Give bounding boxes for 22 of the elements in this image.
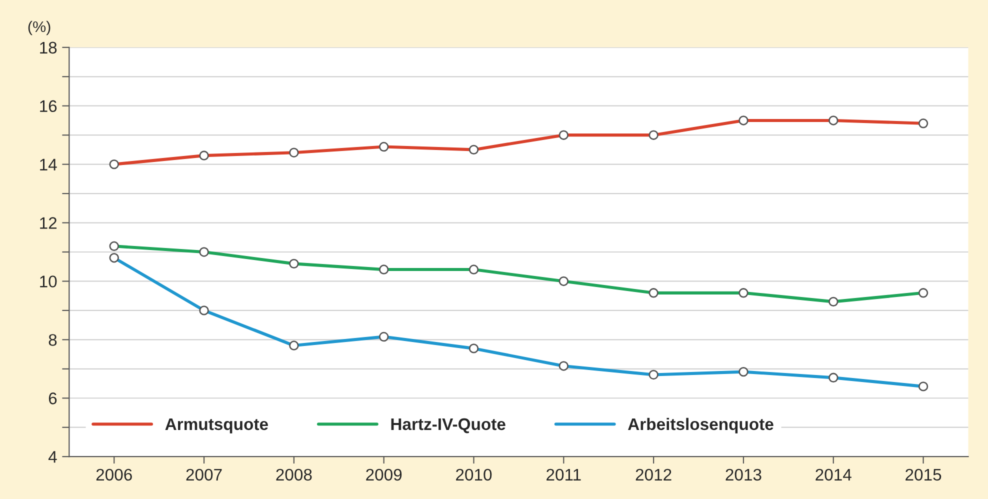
x-tick-label: 2009 [366,468,402,481]
x-tick-label: 2012 [636,468,672,481]
y-tick-label: 6 [48,392,57,404]
legend-label: Hartz-IV-Quote [391,418,506,434]
y-tick-label: 10 [40,276,57,288]
legend-label: Arbeitslosenquote [628,418,774,434]
y-tick-label: 4 [48,451,57,463]
y-tick-label: 16 [40,100,57,112]
legend-label: Armutsquote [165,418,268,434]
y-tick-label: 8 [48,334,57,346]
y-tick-label: 12 [40,217,57,229]
x-tick-label: 2008 [276,468,312,481]
x-tick-label: 2007 [186,468,222,481]
x-tick-label: 2006 [96,468,132,481]
x-tick-label: 2015 [906,468,942,481]
x-tick-label: 2014 [816,468,852,481]
x-tick-label: 2013 [726,468,762,481]
y-tick-label: 14 [40,158,57,170]
x-tick-label: 2011 [546,468,581,481]
y-axis-title: (%) [28,20,50,36]
y-tick-label: 18 [40,42,57,54]
x-tick-label: 2010 [456,468,492,481]
